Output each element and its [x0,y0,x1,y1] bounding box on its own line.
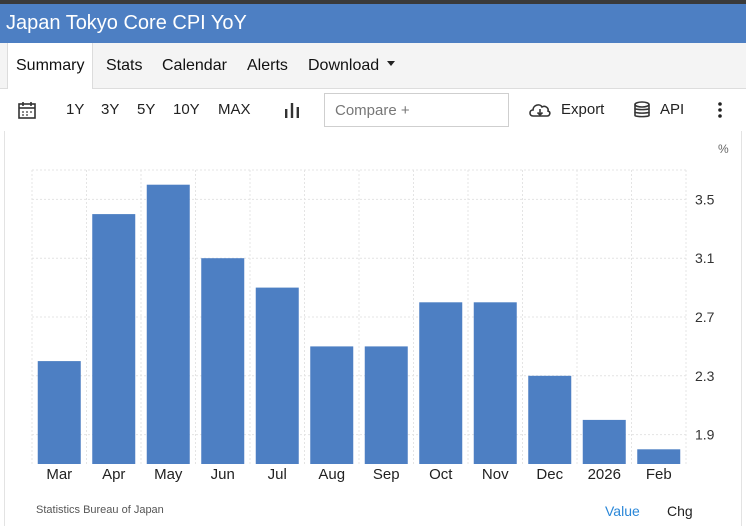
chart-panel: 1.9 2.3 2.7 3.1 3.5% Mar Apr May Jun Jul Aug Sep Oct… [4,131,742,526]
bar-nov [473,302,517,464]
bar-mar [37,361,81,464]
y-tick-label: 3.1 [695,250,715,266]
y-tick-label: 2.7 [695,309,715,325]
range-max[interactable]: MAX [218,101,251,118]
tab-summary[interactable]: Summary [7,43,94,89]
x-tick-label: May [154,466,183,483]
x-tick-label: Dec [536,466,563,483]
x-tick-label: Jun [211,466,235,483]
x-tick-label: Nov [482,466,509,483]
x-tick-label: Oct [429,466,453,483]
range-1y[interactable]: 1Y [66,101,85,118]
api-button[interactable]: API [660,101,685,118]
bar-oct [419,302,463,464]
chart-toolbar: 1Y 3Y 5Y 10Y MAX Export API [0,89,746,131]
caret-down-icon [387,61,396,67]
top-border [0,0,746,4]
bar-dec [528,375,572,464]
tab-download[interactable]: Download [308,43,396,89]
x-tick-label: Sep [373,466,400,483]
calendar-icon[interactable] [17,100,37,120]
tab-bar: Summary Stats Calendar Alerts Download [0,43,746,89]
page-title: Japan Tokyo Core CPI YoY [6,12,247,34]
tab-alerts[interactable]: Alerts [247,57,288,74]
x-tick-label: Apr [102,466,125,483]
bar-feb [637,449,681,464]
value-toggle[interactable]: Value [605,503,640,519]
bar-aug [310,346,354,464]
range-5y[interactable]: 5Y [137,101,156,118]
title-bar: Japan Tokyo Core CPI YoY [0,4,746,43]
y-tick-label: 2.3 [695,368,715,384]
cloud-download-icon[interactable] [527,100,553,120]
tab-calendar[interactable]: Calendar [162,57,227,74]
tab-stats[interactable]: Stats [106,57,143,74]
bar-apr [92,214,136,464]
x-tick-label: Jul [268,466,287,483]
bar-chart-icon[interactable] [282,100,302,120]
unit-label: % [718,142,729,156]
range-3y[interactable]: 3Y [101,101,120,118]
source-label: Statistics Bureau of Japan [36,504,164,516]
range-10y[interactable]: 10Y [173,101,200,118]
bar-may [146,184,190,464]
x-tick-label: Mar [46,466,72,483]
bar-sep [364,346,408,464]
more-options-icon[interactable] [710,100,730,120]
x-tick-label: 2026 [588,466,621,483]
bar-chart: 1.9 2.3 2.7 3.1 3.5% Mar Apr May Jun Jul Aug Sep Oct… [31,142,729,483]
y-tick-label: 3.5 [695,191,715,207]
bar-jun [201,258,245,464]
export-button[interactable]: Export [561,101,605,118]
compare-input[interactable] [324,93,509,127]
bar-2026 [582,419,626,464]
database-icon[interactable] [632,100,652,120]
x-tick-label: Aug [318,466,345,483]
tab-download-label: Download [308,57,380,74]
bar-jul [255,287,299,464]
chg-toggle[interactable]: Chg [667,503,693,519]
y-tick-label: 1.9 [695,427,715,443]
x-tick-label: Feb [646,466,672,483]
